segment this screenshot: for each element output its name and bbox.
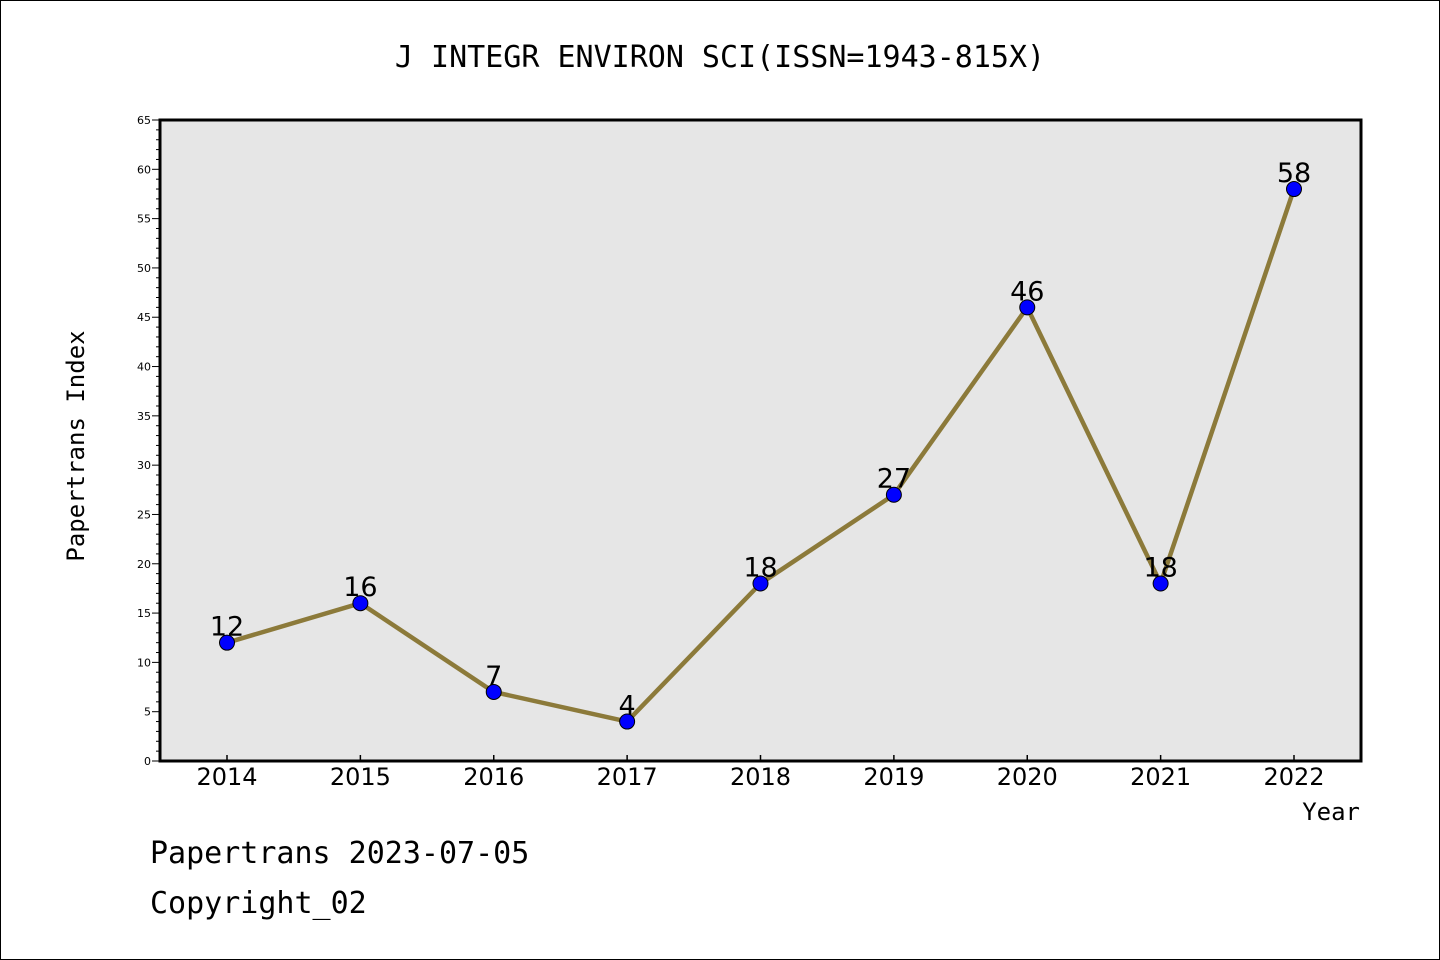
y-axis-label: Papertrans Index [62, 330, 90, 561]
footer-copyright: Copyright_02 [150, 886, 367, 921]
chart-title: J INTEGR ENVIRON SCI(ISSN=1943-815X) [395, 40, 1045, 75]
data-point [1152, 575, 1169, 592]
y-tick-label: 20 [137, 558, 151, 571]
data-label: 46 [1010, 276, 1044, 307]
data-point [1286, 181, 1302, 198]
data-point [485, 683, 502, 700]
x-tick-label: 2022 [1263, 763, 1324, 791]
x-tick-label: 2016 [463, 763, 524, 791]
data-point [352, 595, 369, 612]
y-tick-label: 30 [137, 459, 151, 472]
x-axis-label: Year [1302, 798, 1360, 826]
plot-area [160, 120, 1361, 761]
x-tick-label: 2017 [597, 763, 658, 791]
y-tick-label: 10 [137, 656, 151, 669]
y-tick-label: 65 [137, 114, 151, 127]
data-point [1019, 299, 1036, 316]
data-label: 58 [1277, 158, 1311, 189]
plot-border [158, 118, 1363, 763]
x-tick-label: 2020 [997, 763, 1058, 791]
series-group: 12 16 7 4 18 27 46 18 58 [210, 158, 1311, 730]
y-tick-label: 60 [137, 163, 151, 176]
y-tick-label: 0 [144, 755, 151, 768]
y-tick-label: 15 [137, 607, 151, 620]
footer-date: Papertrans 2023-07-05 [150, 836, 529, 871]
y-tick-label: 50 [137, 262, 151, 275]
data-point [219, 634, 235, 651]
y-tick-label: 35 [137, 410, 151, 423]
x-tick-label: 2014 [196, 763, 257, 791]
data-label: 7 [485, 661, 502, 692]
data-point [619, 713, 636, 730]
data-point [752, 575, 769, 592]
data-label: 27 [877, 464, 911, 495]
x-axis: 2014 2015 2016 2017 2018 2019 2020 2021 2022 [196, 755, 1325, 791]
x-tick-label: 2021 [1130, 763, 1191, 791]
data-point [885, 486, 902, 503]
data-label: 12 [210, 612, 244, 643]
y-axis: 0 5 10 15 20 25 30 35 40 45 50 55 60 65 [137, 114, 160, 768]
data-label: 4 [619, 691, 636, 722]
y-tick-label: 25 [137, 508, 151, 521]
y-tick-label: 55 [137, 213, 151, 226]
x-tick-label: 2019 [863, 763, 924, 791]
y-tick-label: 5 [144, 706, 151, 719]
data-label: 16 [343, 572, 377, 603]
data-label: 18 [743, 552, 777, 583]
data-label: 18 [1143, 552, 1177, 583]
y-tick-label: 40 [137, 361, 151, 374]
x-tick-label: 2018 [730, 763, 791, 791]
y-tick-label: 45 [137, 311, 151, 324]
x-tick-label: 2015 [330, 763, 391, 791]
